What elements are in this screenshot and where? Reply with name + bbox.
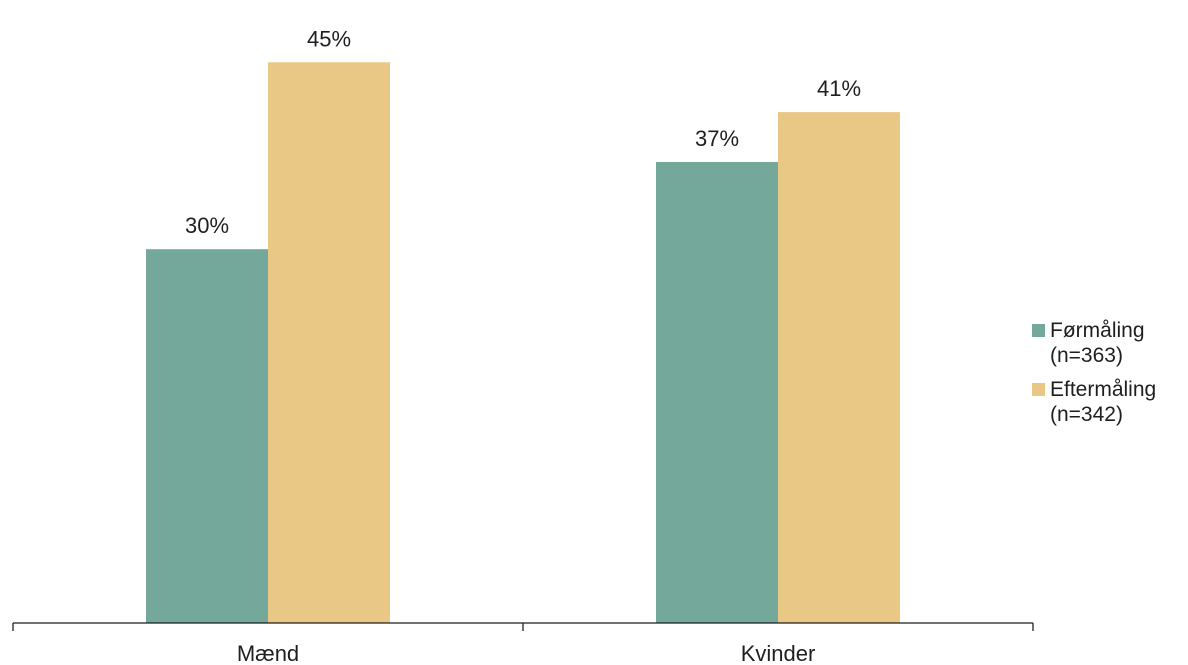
category-labels-layer: Mænd Kvinder xyxy=(237,641,815,665)
legend: Førmåling (n=363) Eftermåling (n=342) xyxy=(1030,318,1180,436)
category-label-kvinder: Kvinder xyxy=(741,641,816,665)
category-label-maend: Mænd xyxy=(237,641,299,665)
data-label-maend-eftermaling: 45% xyxy=(307,26,351,51)
data-labels-layer: 30% 45% 37% 41% xyxy=(185,26,861,238)
legend-swatch-eftermaling xyxy=(1032,383,1045,396)
legend-swatch-formaling xyxy=(1032,324,1045,337)
legend-item-formaling: Førmåling (n=363) xyxy=(1030,318,1180,368)
bar-maend-formaling xyxy=(146,249,268,623)
bar-maend-eftermaling xyxy=(268,62,390,624)
legend-label-eftermaling: Eftermåling (n=342) xyxy=(1050,378,1157,426)
legend-label-formaling: Førmåling (n=363) xyxy=(1050,319,1145,367)
bar-kvinder-eftermaling xyxy=(778,112,900,623)
legend-item-eftermaling: Eftermåling (n=342) xyxy=(1030,377,1180,427)
data-label-kvinder-eftermaling: 41% xyxy=(817,76,861,101)
data-label-maend-formaling: 30% xyxy=(185,213,229,238)
bars-layer xyxy=(146,62,900,624)
data-label-kvinder-formaling: 37% xyxy=(695,126,739,151)
bar-kvinder-formaling xyxy=(656,161,778,624)
